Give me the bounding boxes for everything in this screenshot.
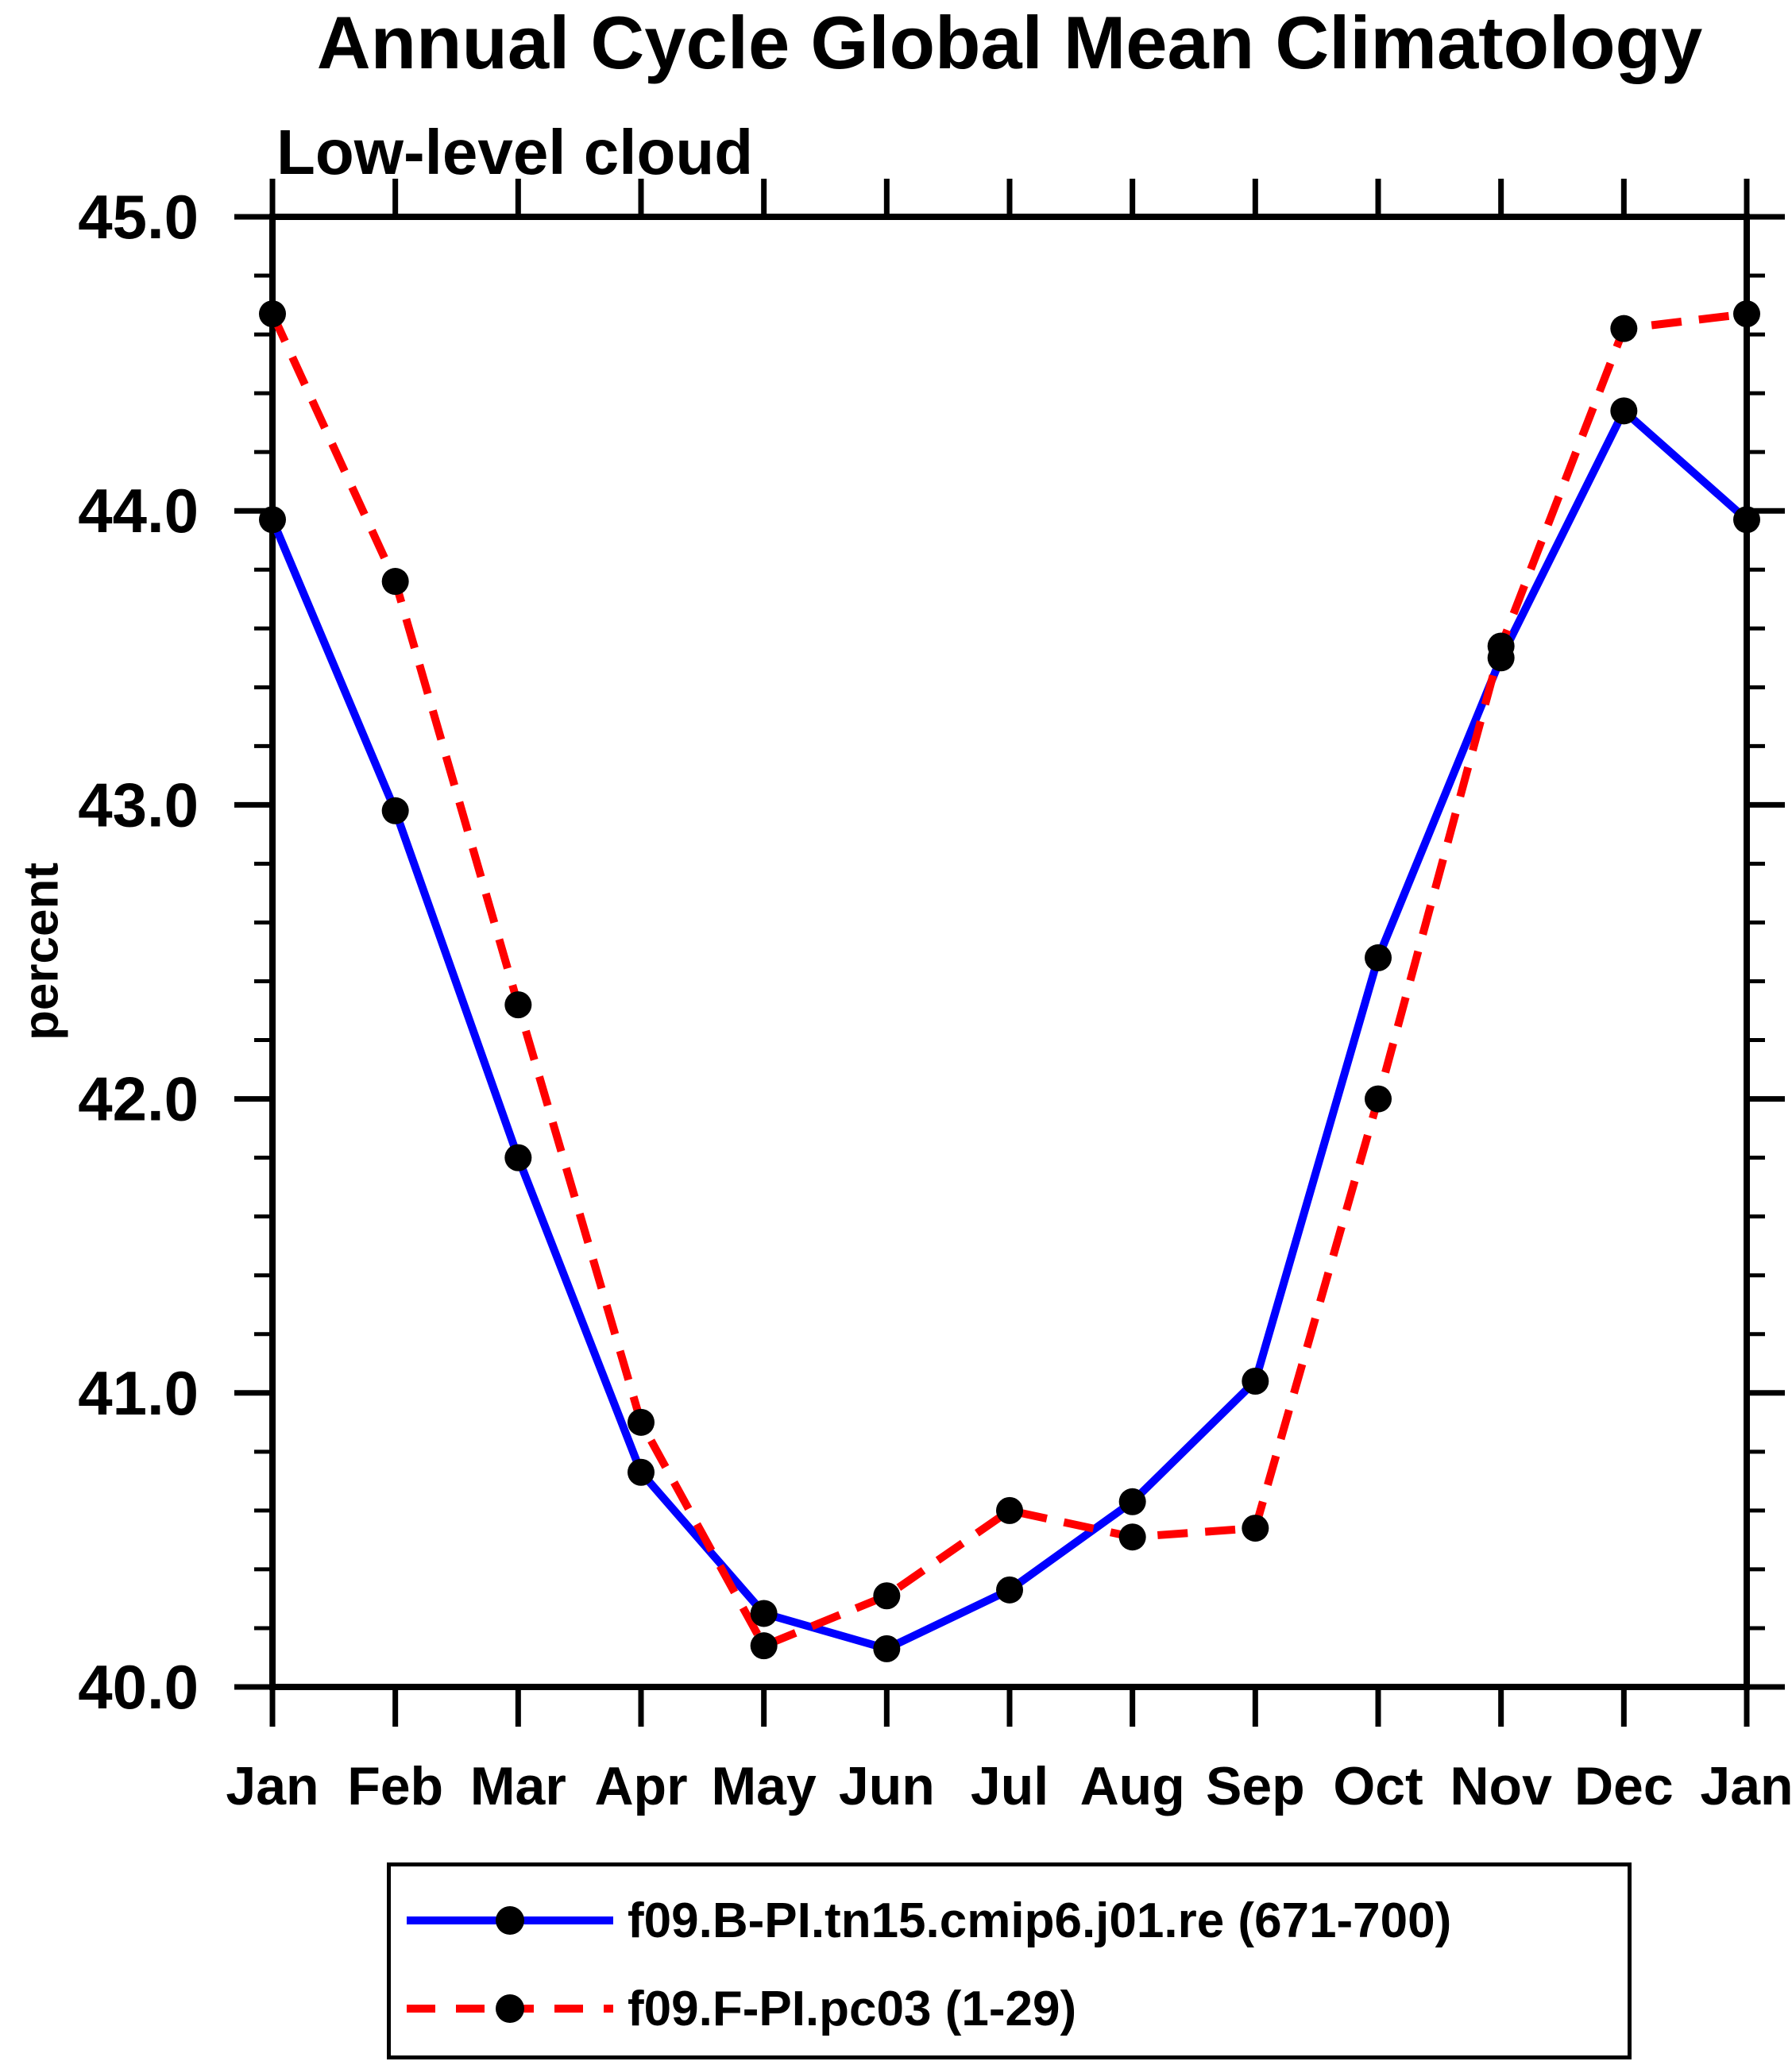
- series-line-0: [268, 407, 1750, 1653]
- y-tick-label: 42.0: [78, 1064, 199, 1134]
- data-point-marker: [750, 1600, 778, 1627]
- data-point-marker: [1118, 1523, 1146, 1551]
- data-point-marker: [873, 1582, 901, 1610]
- data-point-marker: [381, 568, 409, 596]
- x-tick-label: May: [712, 1756, 817, 1816]
- x-tick-label: Oct: [1333, 1756, 1423, 1816]
- legend-marker-icon: [496, 1994, 524, 2023]
- legend-swatch-dashed: [407, 1994, 613, 2023]
- data-point-marker: [1610, 315, 1638, 342]
- data-point-marker: [259, 506, 286, 534]
- data-point-marker: [1118, 1488, 1146, 1515]
- data-point-marker: [381, 797, 409, 824]
- x-tick-label: Nov: [1450, 1756, 1552, 1816]
- x-tick-label: Dec: [1574, 1756, 1674, 1816]
- series-line-1: [268, 310, 1748, 1650]
- chart-subtitle: Low-level cloud: [276, 117, 754, 187]
- data-point-marker: [1242, 1515, 1269, 1542]
- legend-swatch-solid: [407, 1906, 613, 1935]
- x-tick-label: Sep: [1206, 1756, 1305, 1816]
- data-point-marker: [1487, 632, 1515, 660]
- data-point-marker: [750, 1632, 778, 1660]
- legend-box: f09.B-PI.tn15.cmip6.j01.re (671-700) f09…: [387, 1862, 1632, 2059]
- x-tick-label: Jun: [839, 1756, 935, 1816]
- axis-frame: [269, 214, 1750, 1690]
- x-tick-label: Jan: [1700, 1756, 1792, 1816]
- data-point-marker: [1242, 1367, 1269, 1395]
- x-tick-label: Feb: [347, 1756, 443, 1816]
- data-point-marker: [504, 991, 532, 1019]
- legend-item: f09.B-PI.tn15.cmip6.j01.re (671-700): [399, 1893, 1451, 1948]
- y-tick-label: 44.0: [78, 476, 199, 546]
- y-tick-label: 40.0: [78, 1652, 199, 1722]
- data-point-marker: [628, 1458, 655, 1486]
- legend-marker-icon: [496, 1906, 524, 1935]
- y-tick-label: 41.0: [78, 1358, 199, 1428]
- chart-title: Annual Cycle Global Mean Climatology: [316, 1, 1703, 84]
- x-tick-label: Jan: [226, 1756, 319, 1816]
- data-point-marker: [1365, 944, 1392, 971]
- y-tick-label: 43.0: [78, 770, 199, 840]
- data-point-marker: [259, 300, 286, 328]
- y-tick-label: 45.0: [78, 182, 199, 252]
- x-tick-label: Aug: [1080, 1756, 1185, 1816]
- data-point-marker: [996, 1496, 1023, 1524]
- data-point-marker: [628, 1408, 655, 1436]
- x-tick-label: Jul: [971, 1756, 1049, 1816]
- data-point-marker: [1733, 506, 1760, 534]
- data-point-marker: [1610, 397, 1638, 425]
- data-point-marker: [1733, 300, 1760, 328]
- data-point-marker: [1365, 1085, 1392, 1113]
- data-point-marker: [873, 1635, 901, 1662]
- data-point-marker: [504, 1144, 532, 1171]
- legend-item: f09.F-PI.pc03 (1-29): [399, 1982, 1076, 2036]
- x-tick-label: Mar: [470, 1756, 566, 1816]
- x-tick-label: Apr: [594, 1756, 687, 1816]
- legend-label-series-2: f09.F-PI.pc03 (1-29): [628, 1981, 1077, 2036]
- legend-label-series-1: f09.B-PI.tn15.cmip6.j01.re (671-700): [628, 1893, 1452, 1948]
- data-point-marker: [996, 1576, 1023, 1604]
